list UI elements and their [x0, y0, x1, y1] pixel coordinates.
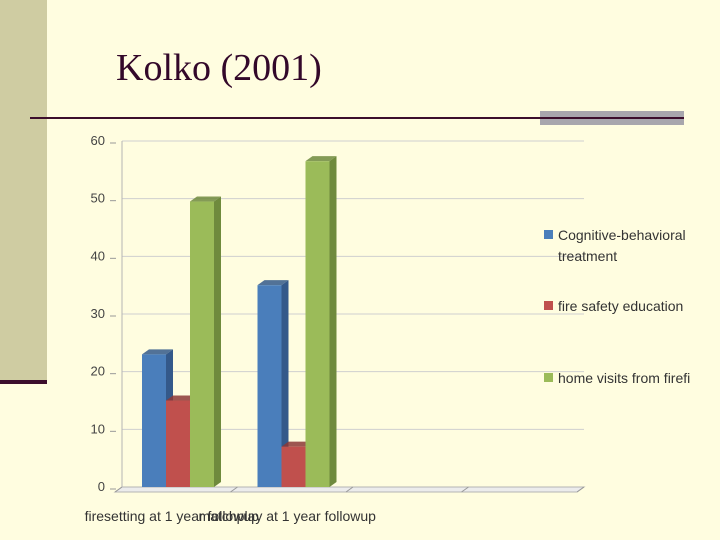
- x-tick-mark: [461, 486, 469, 493]
- bar-side: [329, 156, 337, 487]
- bar-top: [281, 441, 313, 447]
- bar-top: [257, 280, 289, 286]
- bar-top: [305, 156, 337, 162]
- bar-side: [281, 280, 289, 487]
- bar: [305, 161, 330, 487]
- y-tick-label: 40: [91, 248, 105, 263]
- legend-label: fire safety education: [558, 298, 683, 314]
- bar: [190, 201, 214, 488]
- bar-top: [166, 395, 197, 401]
- left-band-base-line: [0, 380, 47, 384]
- x-tick-mark: [345, 486, 354, 493]
- x-category-label: firesetting at 1 year followup: [85, 508, 260, 524]
- y-tick-label: 20: [91, 364, 105, 379]
- legend-label: treatment: [558, 248, 617, 264]
- y-tick-label: 50: [91, 191, 105, 206]
- bar: [257, 285, 282, 487]
- legend-label: Cognitive-behavioral: [558, 227, 686, 243]
- bar: [281, 446, 306, 487]
- title-rule-accent-line: [540, 117, 684, 119]
- x-category-label: matchplay at 1 year followup: [199, 508, 377, 524]
- bar-top: [190, 196, 221, 202]
- y-tick-label: 0: [98, 479, 105, 494]
- y-tick-label: 30: [91, 306, 105, 321]
- bar-side: [214, 196, 221, 488]
- legend-swatch: [544, 373, 553, 382]
- x-tick-mark: [114, 486, 123, 493]
- y-tick-label: 10: [91, 421, 105, 436]
- legend-label: home visits from firefi: [558, 370, 690, 386]
- title-rule: [30, 117, 684, 119]
- y-tick-label: 60: [91, 133, 105, 148]
- left-decorative-band: [0, 0, 47, 383]
- x-tick-mark: [576, 486, 585, 493]
- legend-swatch: [544, 301, 553, 310]
- slide-title: Kolko (2001): [116, 47, 322, 89]
- bar-top: [142, 349, 173, 355]
- bar: [142, 354, 166, 487]
- x-tick-mark: [230, 486, 238, 493]
- legend-swatch: [544, 230, 553, 239]
- bar: [166, 400, 190, 487]
